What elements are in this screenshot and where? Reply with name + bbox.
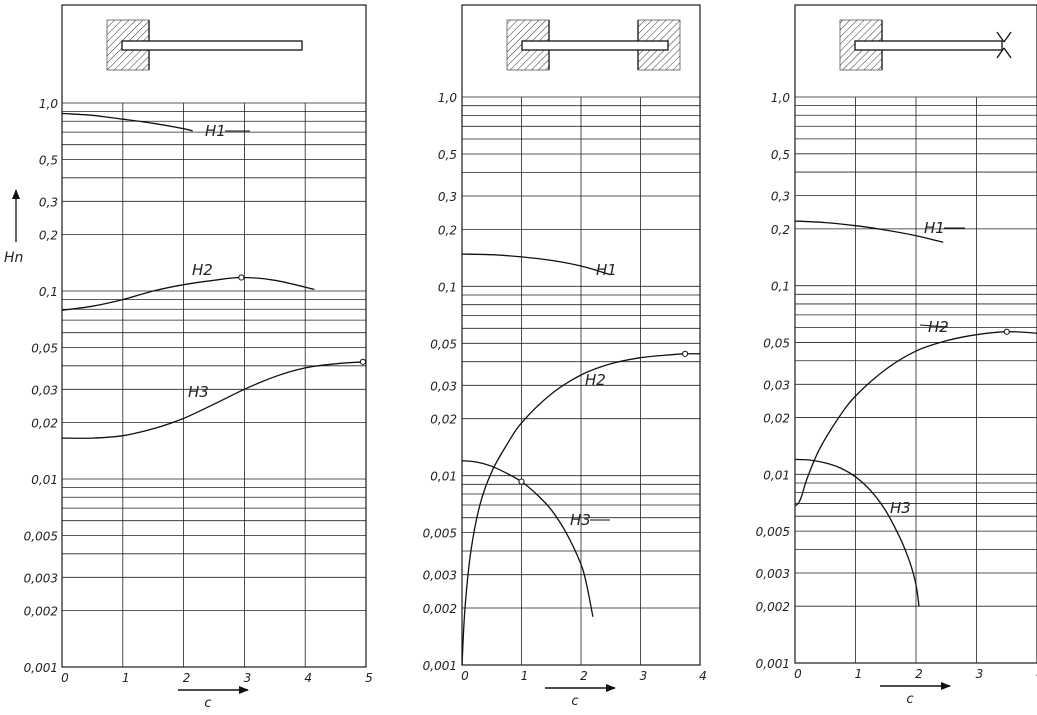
data-point-marker (360, 359, 365, 364)
x-tick-label: 2 (183, 671, 191, 685)
series-label-h1: H1 (596, 261, 617, 279)
data-point-marker (1004, 329, 1009, 334)
y-tick-label: 0,01 (430, 470, 457, 484)
x-tick-label: 2 (580, 669, 588, 683)
x-axis-label: c (906, 692, 913, 707)
y-tick-label: 0,02 (763, 412, 790, 426)
series-line-h1 (462, 254, 611, 275)
x-tick-label: 4 (699, 669, 707, 683)
y-tick-label: 0,02 (31, 416, 58, 430)
beam-sketch (855, 41, 1002, 50)
data-point-marker (683, 351, 688, 356)
y-tick-label: 0,002 (423, 602, 457, 616)
y-tick-label: 0,2 (771, 223, 790, 237)
beam-sketch (122, 41, 302, 50)
x-tick-label: 2 (915, 667, 923, 681)
x-tick-label: 1 (122, 671, 130, 685)
y-tick-label: 0,005 (24, 530, 58, 544)
y-tick-label: 0,003 (756, 567, 790, 581)
y-tick-label: 0,5 (39, 154, 58, 168)
y-tick-label: 0,5 (771, 148, 790, 162)
y-tick-label: 0,03 (763, 378, 790, 392)
beam-sketch (522, 41, 668, 50)
x-tick-label: 1 (521, 669, 529, 683)
data-point-marker (239, 275, 244, 280)
x-tick-label: 3 (976, 667, 984, 681)
series-label-h3: H3 (570, 511, 591, 529)
y-tick-label: 0,3 (39, 195, 58, 209)
y-tick-label: 0,05 (430, 337, 457, 351)
x-tick-label: 5 (365, 671, 373, 685)
y-tick-label: 0,01 (31, 473, 58, 487)
y-tick-label: 0,2 (438, 223, 457, 237)
y-tick-label: 0,001 (423, 659, 457, 673)
series-line-h3 (795, 459, 919, 606)
y-tick-label: 0,003 (423, 569, 457, 583)
y-tick-label: 0,1 (39, 285, 58, 299)
x-tick-label: 3 (244, 671, 252, 685)
series-label-h2: H2 (192, 261, 213, 279)
pin-support-mark (1004, 32, 1011, 42)
series-line-h1 (795, 221, 943, 242)
series-label-h1: H1 (924, 219, 945, 237)
y-axis-label: Hn (4, 250, 23, 266)
series-label-h2: H2 (928, 318, 949, 336)
y-tick-label: 0,002 (756, 600, 790, 614)
pin-support-mark (1004, 48, 1011, 58)
y-tick-label: 0,05 (763, 336, 790, 350)
y-tick-label: 0,3 (438, 190, 457, 204)
y-tick-label: 1,0 (438, 91, 457, 105)
panel-frame (62, 5, 366, 667)
x-axis-label: c (204, 696, 211, 711)
series-label-h1: H1 (205, 122, 226, 140)
y-tick-label: 0,03 (31, 383, 58, 397)
y-tick-label: 0,2 (39, 228, 58, 242)
series-line-h3 (62, 362, 363, 438)
y-tick-label: 0,001 (756, 657, 790, 671)
y-tick-label: 0,002 (24, 604, 58, 618)
y-tick-label: 0,3 (771, 190, 790, 204)
series-label-h3: H3 (188, 383, 209, 401)
x-axis-label: c (571, 694, 578, 709)
y-tick-label: 0,005 (756, 525, 790, 539)
y-tick-label: 0,02 (430, 413, 457, 427)
y-tick-label: 0,05 (31, 342, 58, 356)
series-line-h1 (62, 113, 193, 131)
chart-panel-clamped-pinned: 1,0 0,5 0,3 0,2 0,1 0,05 0,03 0,02 0,01 0,005 0,00… (756, 5, 1037, 707)
y-tick-label: 0,1 (438, 280, 457, 294)
series-label-h2: H2 (585, 371, 606, 389)
y-tick-label: 0,03 (430, 379, 457, 393)
chart-panel-clamped-clamped: 1,0 0,5 0,3 0,2 0,1 0,05 0,03 0,02 0,01 0,005 0,00… (423, 5, 707, 709)
data-point-marker (519, 479, 524, 484)
chart-panel-clamped-free: 1,0 0,5 0,3 0,2 0,1 0,05 0,03 0,02 0,01 0,005 0,00… (24, 5, 373, 711)
y-tick-label: 1,0 (39, 97, 58, 111)
series-label-h3: H3 (890, 499, 911, 517)
x-tick-label: 0 (794, 667, 802, 681)
y-tick-label: 0,1 (771, 280, 790, 294)
x-tick-label: 4 (304, 671, 312, 685)
y-tick-label: 0,01 (763, 468, 790, 482)
x-tick-label: 0 (61, 671, 69, 685)
x-tick-label: 1 (855, 667, 863, 681)
y-tick-label: 0,005 (423, 527, 457, 541)
y-tick-label: 1,0 (771, 91, 790, 105)
y-tick-label: 0,001 (24, 661, 58, 675)
x-tick-label: 3 (640, 669, 648, 683)
y-tick-label: 0,003 (24, 571, 58, 585)
y-tick-label: 0,5 (438, 148, 457, 162)
x-tick-label: 0 (461, 669, 469, 683)
series-line-h2 (62, 278, 314, 311)
